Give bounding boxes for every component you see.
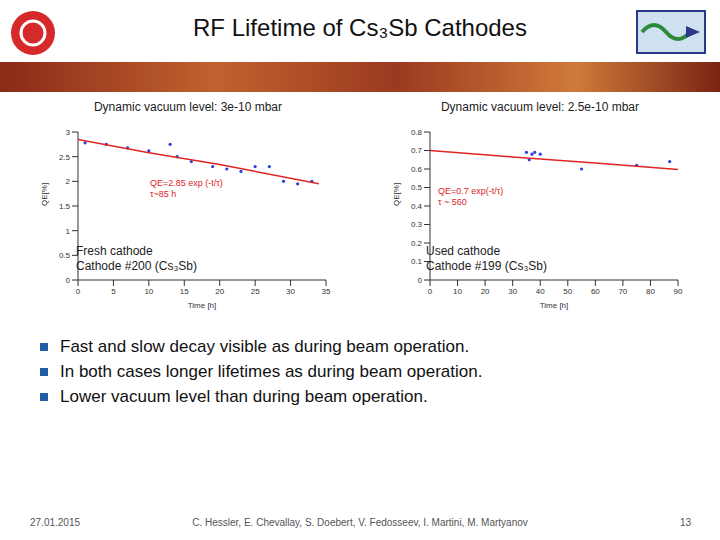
svg-text:15: 15 bbox=[180, 287, 189, 296]
html-text:Dynamic vacuum level: 2.5e-10: Dynamic vacuum level: 2.5e-10 mbar bbox=[441, 100, 639, 114]
svg-text:40: 40 bbox=[536, 287, 545, 296]
svg-text:0.4: 0.4 bbox=[411, 202, 423, 211]
svg-text:20: 20 bbox=[481, 287, 490, 296]
svg-text:0: 0 bbox=[66, 276, 71, 285]
svg-text:0: 0 bbox=[418, 276, 423, 285]
svg-text:1.5: 1.5 bbox=[59, 202, 71, 211]
svg-text:20: 20 bbox=[215, 287, 224, 296]
svg-text:60: 60 bbox=[591, 287, 600, 296]
svg-text:25: 25 bbox=[251, 287, 260, 296]
svg-text:1: 1 bbox=[66, 227, 71, 236]
html-text:QE=2.85 exp (-t/τ): QE=2.85 exp (-t/τ) bbox=[150, 178, 223, 188]
svg-text:0.3: 0.3 bbox=[411, 220, 423, 229]
svg-text:80: 80 bbox=[646, 287, 655, 296]
html-text:Fresh cathode: Fresh cathode bbox=[76, 244, 153, 258]
svg-text:30: 30 bbox=[508, 287, 517, 296]
svg-text:10: 10 bbox=[453, 287, 462, 296]
html-text:τ ~ 560: τ ~ 560 bbox=[438, 197, 467, 207]
svg-text:3: 3 bbox=[66, 128, 71, 137]
html-text:Used cathode: Used cathode bbox=[426, 244, 501, 258]
svg-text:70: 70 bbox=[618, 287, 627, 296]
svg-text:50: 50 bbox=[563, 287, 572, 296]
html-text:Fast and slow decay visible as: Fast and slow decay visible as during be… bbox=[60, 337, 470, 356]
svg-text:0.5: 0.5 bbox=[59, 251, 71, 260]
svg-text:Time [h]: Time [h] bbox=[540, 301, 569, 310]
svg-text:2: 2 bbox=[66, 177, 71, 186]
svg-text:0.2: 0.2 bbox=[411, 239, 423, 248]
svg-text:0.1: 0.1 bbox=[411, 257, 423, 266]
html-text:Cathode #199 (Cs₃Sb): Cathode #199 (Cs₃Sb) bbox=[426, 259, 547, 273]
svg-text:2.5: 2.5 bbox=[59, 153, 71, 162]
html-text:Cathode #200 (Cs₃Sb): Cathode #200 (Cs₃Sb) bbox=[76, 259, 197, 273]
svg-text:0: 0 bbox=[76, 287, 81, 296]
svg-text:QE[%]: QE[%] bbox=[40, 183, 49, 206]
html-text:13: 13 bbox=[680, 517, 692, 528]
html-text:Lower vacuum level than during: Lower vacuum level than during beam oper… bbox=[60, 387, 428, 406]
html-text:QE=0.7 exp(-t/τ): QE=0.7 exp(-t/τ) bbox=[438, 186, 504, 196]
svg-text:30: 30 bbox=[286, 287, 295, 296]
svg-text:10: 10 bbox=[144, 287, 153, 296]
html-text:In both cases longer lifetimes: In both cases longer lifetimes as during… bbox=[60, 362, 483, 381]
html-text:Dynamic vacuum level: 3e-10 mb: Dynamic vacuum level: 3e-10 mbar bbox=[94, 100, 282, 114]
svg-text:35: 35 bbox=[322, 287, 331, 296]
svg-text:0.8: 0.8 bbox=[411, 128, 423, 137]
html-text:27.01.2015: 27.01.2015 bbox=[30, 517, 81, 528]
svg-text:0.5: 0.5 bbox=[411, 183, 423, 192]
svg-text:90: 90 bbox=[674, 287, 683, 296]
html-text:C. Hessler, E. Chevallay, S. D: C. Hessler, E. Chevallay, S. Doebert, V.… bbox=[192, 517, 528, 528]
svg-text:0: 0 bbox=[428, 287, 433, 296]
html-text:τ~85 h: τ~85 h bbox=[150, 189, 177, 199]
svg-text:Time [h]: Time [h] bbox=[188, 301, 217, 310]
svg-text:0.7: 0.7 bbox=[411, 146, 423, 155]
svg-text:0.6: 0.6 bbox=[411, 165, 423, 174]
svg-text:5: 5 bbox=[111, 287, 116, 296]
html-text:RF Lifetime of Cs₃Sb Cathodes: RF Lifetime of Cs₃Sb Cathodes bbox=[193, 14, 527, 41]
svg-text:QE[%]: QE[%] bbox=[392, 183, 401, 206]
